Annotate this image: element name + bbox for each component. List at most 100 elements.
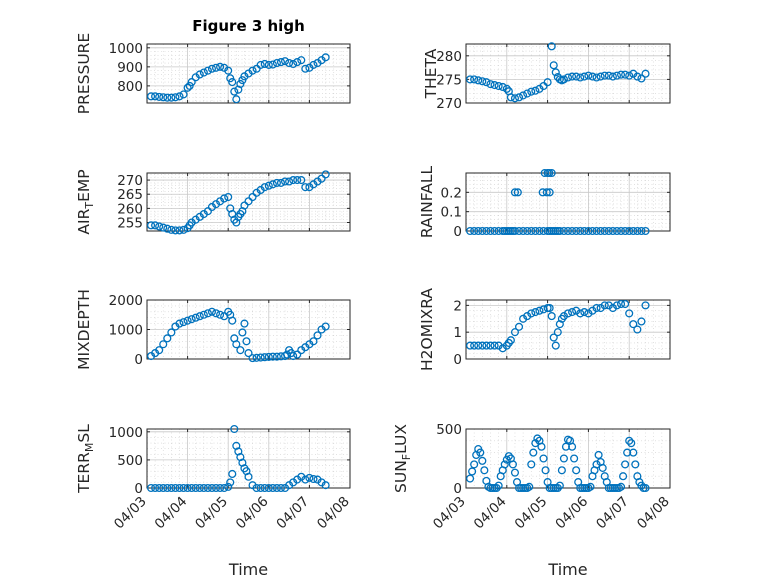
- data-point: [623, 448, 632, 457]
- data-point: [633, 72, 642, 81]
- data-point: [309, 474, 318, 484]
- data-point: [494, 81, 503, 91]
- data-point: [147, 221, 156, 230]
- y-tick-label: 275: [436, 72, 462, 88]
- data-point: [228, 469, 237, 479]
- data-point: [240, 201, 249, 210]
- data-point: [268, 483, 277, 493]
- data-point: [547, 168, 556, 178]
- data-point: [600, 226, 609, 236]
- data-point: [264, 181, 273, 190]
- data-point: [621, 226, 630, 236]
- data-point: [175, 92, 184, 101]
- data-point: [596, 72, 605, 81]
- data-point: [159, 483, 168, 493]
- data-point: [248, 192, 257, 202]
- data-point: [535, 226, 544, 236]
- y-axis-label: THETA: [422, 48, 440, 99]
- data-point: [519, 226, 528, 236]
- data-point: [494, 226, 503, 236]
- data-point: [183, 316, 192, 325]
- data-point: [545, 303, 554, 313]
- data-point: [527, 309, 536, 318]
- data-point: [592, 226, 601, 236]
- data-point: [580, 308, 589, 317]
- data-point: [207, 483, 217, 493]
- data-point: [629, 320, 638, 329]
- data-point: [502, 84, 511, 93]
- data-point: [248, 66, 257, 75]
- data-point: [224, 192, 233, 202]
- data-point: [242, 337, 251, 346]
- data-point: [523, 312, 532, 321]
- y-tick-label: 900: [117, 60, 143, 76]
- y-tick-label: 500: [436, 422, 462, 438]
- data-point: [191, 483, 200, 493]
- y-axis-label: H2OMIXRA: [418, 288, 436, 371]
- data-point: [260, 59, 269, 69]
- data-point: [199, 68, 208, 77]
- data-point: [466, 226, 475, 236]
- data-point: [470, 226, 479, 236]
- data-point: [309, 337, 318, 346]
- y-tick-label: 260: [117, 201, 143, 217]
- data-point: [211, 483, 221, 493]
- data-point: [600, 301, 609, 310]
- data-point: [264, 483, 273, 493]
- y-tick-label: 270: [436, 96, 462, 112]
- data-point: [293, 176, 302, 185]
- data-point: [531, 226, 540, 236]
- data-point: [533, 434, 542, 443]
- data-point: [293, 350, 302, 359]
- data-point: [272, 483, 281, 493]
- data-point: [216, 483, 225, 493]
- data-point: [588, 306, 597, 315]
- data-point: [175, 319, 184, 328]
- data-point: [171, 93, 180, 102]
- data-point: [280, 57, 290, 66]
- data-point: [510, 328, 520, 337]
- data-point: [572, 72, 581, 81]
- data-point: [276, 178, 286, 187]
- data-point: [163, 483, 172, 493]
- data-point: [592, 303, 601, 313]
- data-point: [301, 475, 310, 484]
- y-tick-label: 2000: [109, 293, 143, 309]
- data-point: [321, 170, 330, 179]
- data-point: [211, 63, 221, 72]
- data-point: [537, 442, 546, 451]
- y-tick-label: 0: [134, 352, 143, 368]
- data-point: [155, 346, 164, 355]
- data-point: [175, 226, 184, 235]
- data-point: [612, 226, 622, 236]
- data-point: [305, 473, 314, 482]
- data-point: [466, 75, 475, 84]
- data-point: [183, 483, 192, 493]
- data-point: [466, 341, 475, 350]
- data-point: [608, 226, 617, 236]
- axes-frame: [465, 43, 671, 104]
- data-point: [598, 463, 607, 472]
- data-point: [244, 472, 253, 481]
- data-point: [563, 73, 573, 82]
- data-point: [584, 226, 593, 236]
- x-axis-label: Time: [228, 560, 268, 579]
- data-point: [207, 307, 217, 316]
- data-point: [596, 226, 605, 236]
- data-point: [592, 460, 601, 469]
- data-point: [272, 58, 281, 68]
- data-point: [545, 188, 554, 197]
- data-point: [621, 70, 630, 79]
- data-point: [576, 309, 585, 318]
- plot-area: [466, 173, 670, 231]
- y-axis-label: RAINFALL: [418, 165, 436, 238]
- data-point: [321, 322, 330, 331]
- data-point: [248, 354, 257, 363]
- data-point: [637, 317, 646, 326]
- data-point: [260, 483, 269, 493]
- data-point: [293, 58, 302, 67]
- data-series: [147, 170, 330, 235]
- y-tick-label: 1000: [109, 41, 143, 57]
- data-point: [514, 226, 524, 236]
